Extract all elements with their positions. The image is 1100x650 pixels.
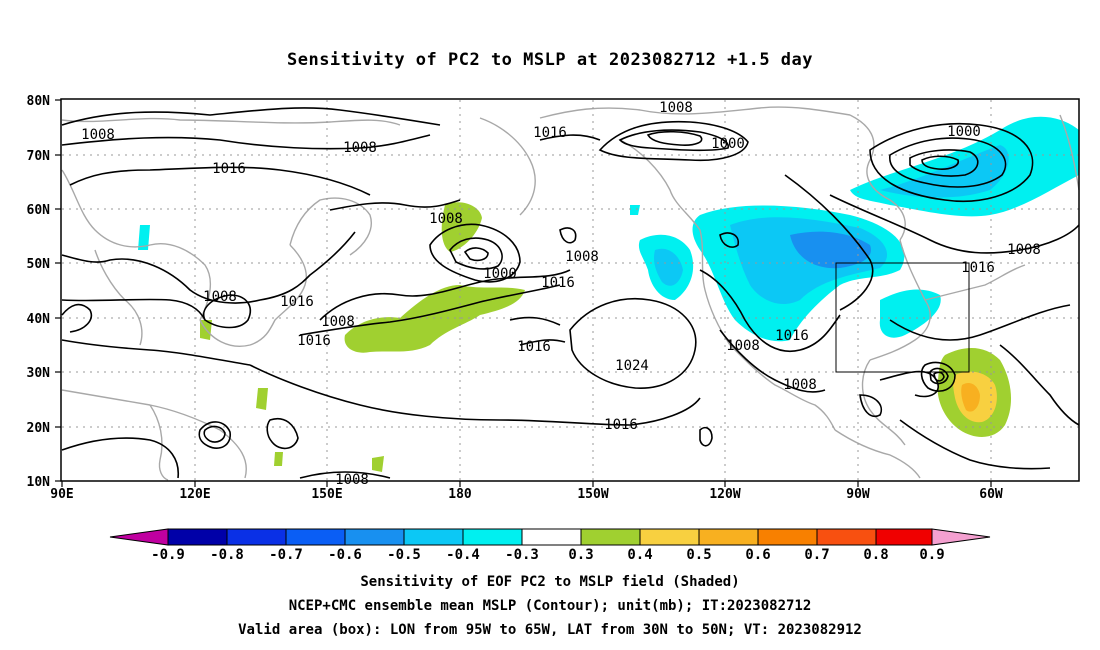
lon-label: 120W: [709, 487, 740, 502]
caption-line-3: Valid area (box): LON from 95W to 65W, L…: [238, 622, 862, 638]
shade-cyan-west2: [630, 205, 640, 215]
lat-label: 40N: [27, 312, 51, 327]
lon-label: 90W: [846, 487, 870, 502]
contour-label: 1008: [565, 249, 599, 265]
contour-label: 1024: [615, 358, 649, 374]
lat-label: 80N: [27, 94, 51, 109]
colorbar-swatch: [757, 528, 818, 546]
contour-label: 1000: [711, 136, 745, 152]
shade-green-misc4: [274, 452, 283, 466]
colorbar-swatch: [285, 528, 346, 546]
colorbar-ticks: -0.9 -0.8 -0.7 -0.6 -0.5 -0.4 -0.3 0.3 0…: [151, 547, 945, 563]
colorbar-swatch: [875, 528, 933, 546]
contour-label: 1008: [321, 314, 355, 330]
colorbar-tick: -0.5: [387, 547, 421, 563]
shade-green-misc3: [372, 456, 384, 472]
contour-label: 1008: [81, 127, 115, 143]
lon-label: 150W: [577, 487, 608, 502]
colorbar-tick: 0.6: [745, 547, 770, 563]
contour-label: 1000: [947, 124, 981, 140]
shade-green-misc2: [256, 388, 268, 410]
lat-label: 70N: [27, 149, 51, 164]
valid-area-box: [835, 262, 970, 373]
contour-label: 1016: [775, 328, 809, 344]
contour-label: 1008: [726, 338, 760, 354]
lon-label: 150E: [311, 487, 342, 502]
contour-label: 1016: [604, 417, 638, 433]
shade-cyan-west1: [138, 225, 150, 250]
lon-labels: 90E 120E 150E 180 150W 120W 90W 60W: [50, 487, 1003, 502]
colorbar-tick: -0.4: [446, 547, 480, 563]
lon-label: 180: [448, 487, 472, 502]
colorbar-swatch: [226, 528, 287, 546]
lat-label: 20N: [27, 421, 51, 436]
contour-label: 1008: [783, 377, 817, 393]
shade-midblue-na: [790, 231, 871, 269]
colorbar-swatch: [462, 528, 523, 546]
colorbar-swatch: [344, 528, 405, 546]
contour-label: 1016: [961, 260, 995, 276]
colorbar-swatch: [167, 528, 228, 546]
colorbar-tick: 0.3: [568, 547, 593, 563]
lon-label: 120E: [179, 487, 210, 502]
contour-label: 1000: [483, 266, 517, 282]
contour-label: 1008: [659, 100, 693, 116]
colorbar-low-arrow: [109, 528, 169, 546]
colorbar-tick: 0.9: [919, 547, 944, 563]
contour-label: 1016: [280, 294, 314, 310]
axis-ticks: [55, 99, 992, 487]
coastlines: [61, 106, 1080, 481]
map-title: Sensitivity of PC2 to MSLP at 2023082712…: [286, 50, 813, 70]
colorbar-tick: 0.5: [686, 547, 711, 563]
colorbar-tick: -0.9: [151, 547, 185, 563]
colorbar: [109, 528, 991, 546]
contour-label: 1008: [429, 211, 463, 227]
caption-line-1: Sensitivity of EOF PC2 to MSLP field (Sh…: [360, 574, 740, 590]
contour-label: 1016: [212, 161, 246, 177]
colorbar-tick: 0.7: [804, 547, 829, 563]
colorbar-tick: -0.8: [210, 547, 244, 563]
shade-green-npac1: [441, 202, 482, 252]
colorbar-tick: -0.3: [505, 547, 539, 563]
colorbar-swatch: [521, 528, 582, 546]
contour-label: 1008: [203, 289, 237, 305]
lat-labels: 80N 70N 60N 50N 40N 30N 20N 10N: [27, 94, 51, 490]
contour-labels: 1008 1008 1016 1016 1008 1000 1008 1016 …: [81, 100, 1041, 488]
contour-label: 1016: [297, 333, 331, 349]
contour-label: 1008: [343, 140, 377, 156]
lon-label: 90E: [50, 487, 73, 502]
contour-label: 1016: [541, 275, 575, 291]
mslp-contours: [61, 107, 1080, 479]
lat-label: 60N: [27, 203, 51, 218]
colorbar-swatch: [403, 528, 464, 546]
shade-orange-hurricane: [961, 383, 980, 412]
contour-label: 1008: [335, 472, 369, 488]
contour-label: 1016: [517, 339, 551, 355]
colorbar-tick: -0.7: [269, 547, 303, 563]
contour-label: 1016: [533, 125, 567, 141]
lon-label: 60W: [979, 487, 1003, 502]
colorbar-swatch: [580, 528, 641, 546]
map-frame: [60, 98, 1080, 482]
shade-blue-pacific: [653, 248, 683, 286]
lat-label: 10N: [27, 475, 51, 490]
lat-label: 50N: [27, 257, 51, 272]
colorbar-tick: -0.6: [328, 547, 362, 563]
lat-label: 30N: [27, 366, 51, 381]
contour-label: 1008: [1007, 242, 1041, 258]
caption-line-2: NCEP+CMC ensemble mean MSLP (Contour); u…: [288, 598, 812, 614]
colorbar-high-arrow: [931, 528, 991, 546]
colorbar-tick: 0.8: [863, 547, 888, 563]
colorbar-tick: 0.4: [627, 547, 652, 563]
colorbar-swatch: [639, 528, 700, 546]
colorbar-swatch: [816, 528, 877, 546]
colorbar-swatch: [698, 528, 759, 546]
